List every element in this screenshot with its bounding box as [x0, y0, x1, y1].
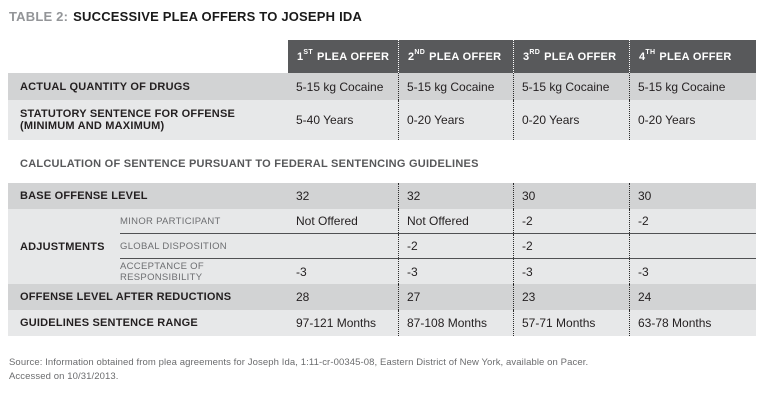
table-row-acceptance-of-responsibility: ACCEPTANCE OF RESPONSIBILITY -3 -3 -3 -3 [120, 259, 756, 284]
plea-offers-table: 1 ST PLEA OFFER 2 ND PLEA OFFER 3 RD PLEA OFFE… [8, 40, 756, 336]
column-header-1st-plea-offer: 1 ST PLEA OFFER [288, 40, 398, 73]
adjustments-subrows: MINOR PARTICIPANT Not Offered Not Offere… [120, 209, 756, 284]
value-cell: -2 [513, 209, 629, 233]
value-cell: -2 [513, 234, 629, 258]
row-label-line1: STATUTORY SENTENCE FOR OFFENSE [20, 108, 236, 120]
value-cell: 97-121 Months [296, 316, 377, 330]
value-cell: Not Offered [398, 209, 513, 233]
row-label-text: GUIDELINES SENTENCE RANGE [20, 317, 198, 329]
value-cell: 5-15 kg Cocaine [513, 73, 629, 100]
source-footnote: Source: Information obtained from plea a… [9, 356, 588, 384]
row-label: OFFENSE LEVEL AFTER REDUCTIONS [8, 284, 288, 310]
value-cell: Not Offered [296, 214, 358, 228]
sub-row-label: GLOBAL DISPOSITION [120, 240, 227, 252]
row-label-text: ACTUAL QUANTITY OF DRUGS [20, 80, 191, 93]
value-cell: 5-15 kg Cocaine [398, 73, 513, 100]
value-cell: 5-40 Years [296, 113, 354, 127]
table-row-offense-level-after-reductions: OFFENSE LEVEL AFTER REDUCTIONS 28 27 23 … [8, 284, 756, 310]
column-header-label: PLEA OFFER [659, 50, 732, 63]
value-cell [629, 234, 756, 258]
table-row-guidelines-sentence-range: GUIDELINES SENTENCE RANGE 97-121 Months … [8, 310, 756, 336]
row-label-text: BASE OFFENSE LEVEL [20, 190, 148, 202]
header-spacer [8, 40, 288, 73]
ordinal-number: 1 [297, 50, 304, 63]
column-header-2nd-plea-offer: 2 ND PLEA OFFER [398, 40, 513, 73]
sub-row-label: ACCEPTANCE OF RESPONSIBILITY [120, 260, 204, 283]
table-title-text: SUCCESSIVE PLEA OFFERS TO JOSEPH IDA [73, 9, 363, 24]
value-cell: 5-15 kg Cocaine [296, 79, 384, 94]
value-cell: -3 [629, 259, 756, 284]
value-cell: 0-20 Years [513, 100, 629, 140]
value-cell: 57-71 Months [513, 310, 629, 336]
table-row-statutory-sentence: STATUTORY SENTENCE FOR OFFENSE (MINIMUM … [8, 100, 756, 140]
row-label: BASE OFFENSE LEVEL [8, 183, 288, 209]
table-row-minor-participant: MINOR PARTICIPANT Not Offered Not Offere… [120, 209, 756, 234]
table-row-actual-quantity: ACTUAL QUANTITY OF DRUGS 5-15 kg Cocaine… [8, 73, 756, 100]
value-cell: 24 [629, 284, 756, 310]
table-row-base-offense-level: BASE OFFENSE LEVEL 32 32 30 30 [8, 183, 756, 209]
value-cell: -3 [296, 264, 307, 279]
column-header-label: PLEA OFFER [316, 50, 390, 63]
column-header-3rd-plea-offer: 3 RD PLEA OFFER [513, 40, 629, 73]
ordinal-number: 3 [523, 50, 530, 63]
row-label: GUIDELINES SENTENCE RANGE [8, 310, 288, 336]
table-number-label: TABLE 2: [9, 9, 69, 24]
value-cell: -3 [398, 259, 513, 284]
row-label: STATUTORY SENTENCE FOR OFFENSE (MINIMUM … [8, 100, 288, 140]
value-cell: 32 [296, 189, 310, 203]
row-label: ACTUAL QUANTITY OF DRUGS [8, 73, 288, 100]
adjustments-group-label: ADJUSTMENTS [20, 240, 105, 253]
row-label-text: OFFENSE LEVEL AFTER REDUCTIONS [20, 291, 232, 303]
column-header-row: 1 ST PLEA OFFER 2 ND PLEA OFFER 3 RD PLEA OFFE… [8, 40, 756, 73]
source-line-2: Accessed on 10/31/2013. [9, 371, 119, 382]
value-cell: 0-20 Years [629, 100, 756, 140]
value-cell [288, 234, 398, 258]
value-cell: -3 [513, 259, 629, 284]
table-row-global-disposition: GLOBAL DISPOSITION -2 -2 [120, 234, 756, 259]
ordinal-number: 2 [408, 50, 415, 63]
column-header-label: PLEA OFFER [544, 50, 617, 63]
value-cell: 27 [398, 284, 513, 310]
value-cell: 5-15 kg Cocaine [629, 73, 756, 100]
value-cell: 0-20 Years [398, 100, 513, 140]
sub-row-label: MINOR PARTICIPANT [120, 215, 221, 227]
value-cell: 30 [629, 183, 756, 209]
section-title-guidelines-calculation: CALCULATION OF SENTENCE PURSUANT TO FEDE… [8, 140, 756, 183]
value-cell: 63-78 Months [629, 310, 756, 336]
value-cell: 32 [398, 183, 513, 209]
row-label-line2: (MINIMUM AND MAXIMUM) [20, 120, 165, 132]
table-rowgroup-adjustments: ADJUSTMENTS MINOR PARTICIPANT Not Offere… [8, 209, 756, 284]
page-title: TABLE 2: SUCCESSIVE PLEA OFFERS TO JOSEPH… [9, 9, 362, 24]
value-cell: 87-108 Months [398, 310, 513, 336]
value-cell: -2 [629, 209, 756, 233]
value-cell: 23 [513, 284, 629, 310]
source-line-1: Source: Information obtained from plea a… [9, 357, 589, 368]
value-cell: -2 [398, 234, 513, 258]
ordinal-number: 4 [639, 50, 646, 63]
column-header-4th-plea-offer: 4 TH PLEA OFFER [629, 40, 756, 73]
value-cell: 28 [296, 290, 310, 304]
value-cell: 30 [513, 183, 629, 209]
column-header-label: PLEA OFFER [429, 50, 502, 63]
